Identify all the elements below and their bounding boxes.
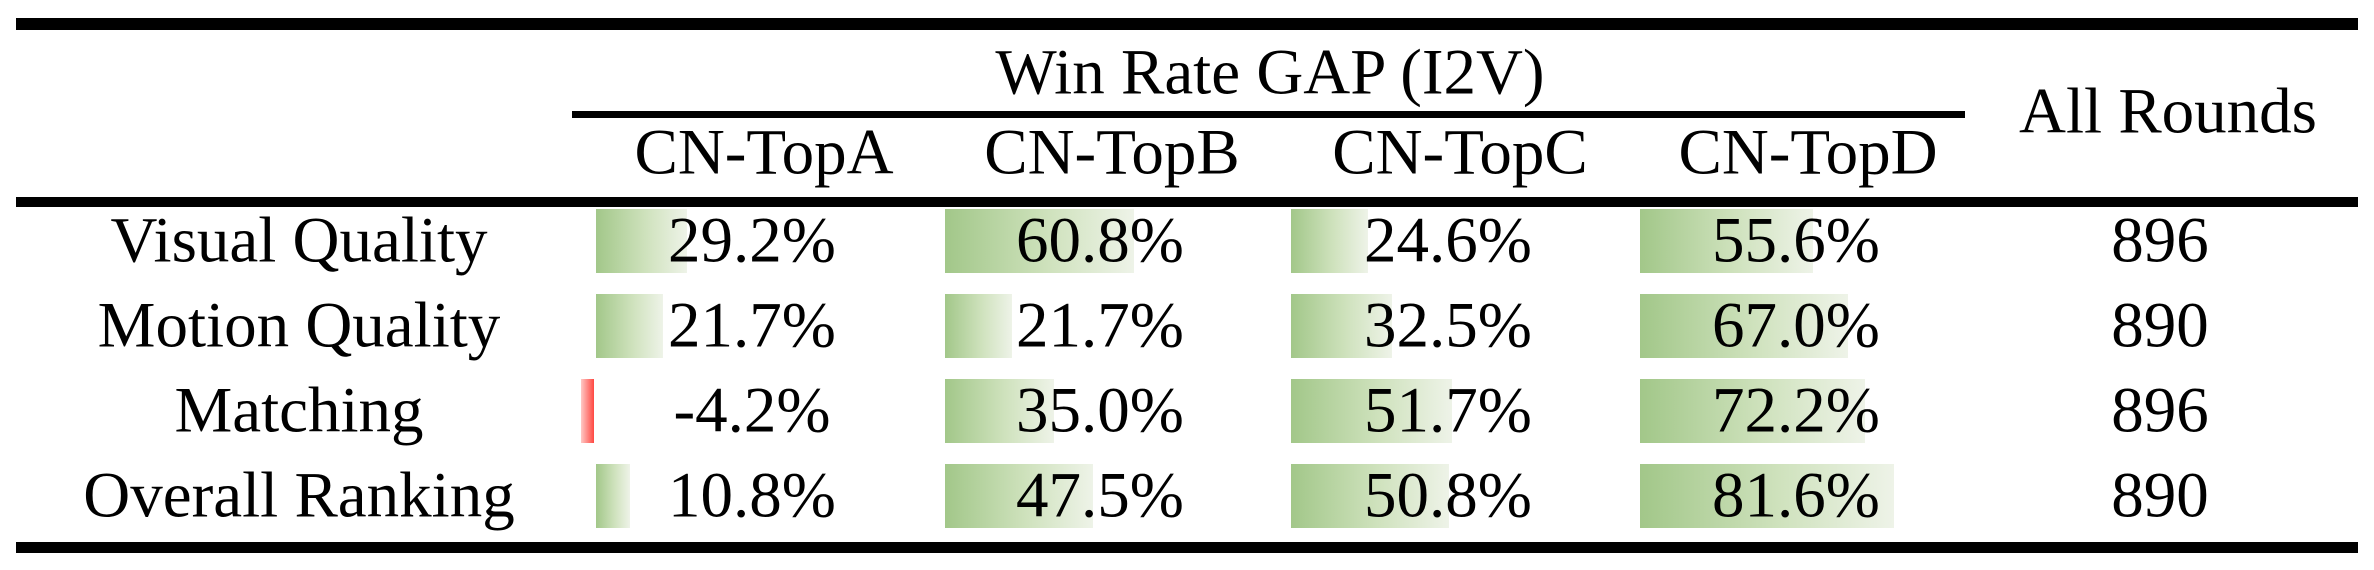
positive-data-bar xyxy=(1640,209,1813,273)
all-rounds-header: All Rounds xyxy=(2019,75,2317,148)
win-rate-value: 21.7% xyxy=(1016,289,1184,362)
column-header-cn-topa: CN-TopA xyxy=(634,116,894,189)
group-header: Win Rate GAP (I2V) xyxy=(995,36,1545,109)
column-header-cn-topc: CN-TopC xyxy=(1332,116,1588,189)
win-rate-value: 50.8% xyxy=(1364,459,1532,532)
win-rate-value: 10.8% xyxy=(668,459,836,532)
all-rounds-value: 890 xyxy=(2111,289,2209,362)
header-rule xyxy=(16,197,2358,207)
all-rounds-value: 896 xyxy=(2111,374,2209,447)
win-rate-value: 60.8% xyxy=(1016,204,1184,277)
column-header-cn-topb: CN-TopB xyxy=(984,116,1240,189)
positive-data-bar xyxy=(596,464,630,528)
win-rate-value: 51.7% xyxy=(1364,374,1532,447)
negative-data-bar xyxy=(581,379,594,443)
win-rate-value: 21.7% xyxy=(668,289,836,362)
top-rule xyxy=(16,18,2358,30)
column-header-cn-topd: CN-TopD xyxy=(1678,116,1938,189)
positive-data-bar xyxy=(1291,209,1368,273)
win-rate-value: -4.2% xyxy=(673,374,831,447)
win-rate-value: 35.0% xyxy=(1016,374,1184,447)
all-rounds-value: 896 xyxy=(2111,204,2209,277)
positive-data-bar xyxy=(596,209,687,273)
win-rate-value: 47.5% xyxy=(1016,459,1184,532)
win-rate-value: 55.6% xyxy=(1712,204,1880,277)
positive-data-bar xyxy=(1291,464,1449,528)
positive-data-bar xyxy=(1291,379,1452,443)
all-rounds-value: 890 xyxy=(2111,459,2209,532)
win-rate-value: 32.5% xyxy=(1364,289,1532,362)
cmid-rule xyxy=(572,111,1965,118)
win-rate-value: 29.2% xyxy=(668,204,836,277)
positive-data-bar xyxy=(945,379,1054,443)
row-label: Visual Quality xyxy=(110,204,488,277)
positive-data-bar xyxy=(596,294,663,358)
row-label: Motion Quality xyxy=(97,289,501,362)
row-label: Overall Ranking xyxy=(83,459,515,532)
positive-data-bar xyxy=(945,209,1134,273)
bottom-rule xyxy=(16,542,2358,553)
positive-data-bar xyxy=(1291,294,1392,358)
positive-data-bar xyxy=(1640,379,1865,443)
positive-data-bar xyxy=(945,464,1093,528)
win-rate-value: 24.6% xyxy=(1364,204,1532,277)
positive-data-bar xyxy=(945,294,1012,358)
win-rate-value: 72.2% xyxy=(1712,374,1880,447)
row-label: Matching xyxy=(174,374,424,447)
positive-data-bar xyxy=(1640,294,1848,358)
positive-data-bar xyxy=(1640,464,1894,528)
win-rate-value: 81.6% xyxy=(1712,459,1880,532)
win-rate-value: 67.0% xyxy=(1712,289,1880,362)
